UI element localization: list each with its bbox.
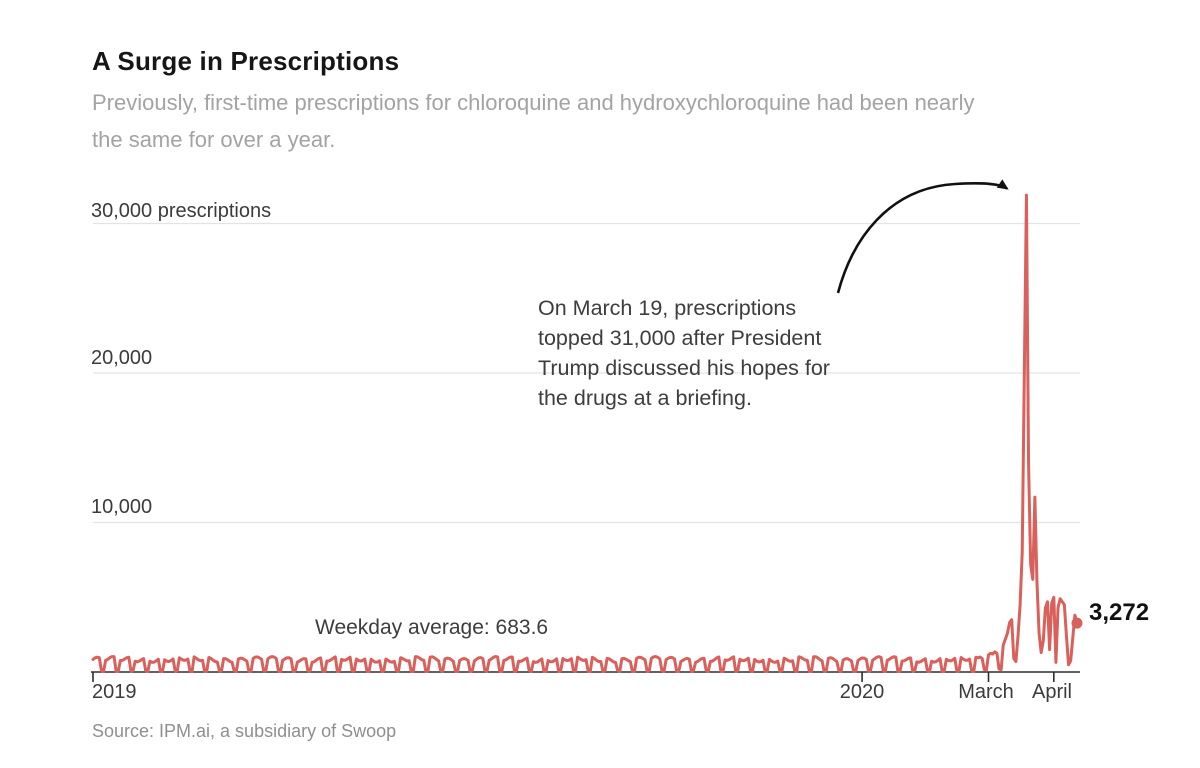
- annotation-line: the drugs at a briefing.: [538, 386, 752, 410]
- annotation-line: On March 19, prescriptions: [538, 296, 797, 320]
- x-axis: [91, 671, 1080, 682]
- x-axis-label-2019: 2019: [92, 681, 137, 703]
- chart-title: A Surge in Prescriptions: [92, 46, 400, 76]
- gridlines: [93, 222, 1080, 524]
- series-end-dot: [1071, 617, 1083, 629]
- x-axis-label-march: March: [958, 681, 1014, 703]
- weekday-average-label: Weekday average: 683.6: [315, 616, 549, 639]
- end-value-label: 3,272: [1089, 599, 1150, 626]
- y-axis-label-30000: 30,000 prescriptions: [91, 200, 272, 222]
- y-axis-label-10000: 10,000: [91, 496, 153, 518]
- prescriptions-line-series: [91, 193, 1079, 674]
- chart-subtitle-line-2: the same for over a year.: [92, 127, 336, 152]
- annotation-arrow-curve: [836, 179, 1009, 294]
- annotation-line: Trump discussed his hopes for: [538, 356, 830, 380]
- chart-subtitle-line-1: Previously, first-time prescriptions for…: [92, 90, 975, 115]
- y-axis-label-20000: 20,000: [91, 347, 153, 369]
- x-axis-label-april: April: [1031, 681, 1073, 703]
- source-credit: Source: IPM.ai, a subsidiary of Swoop: [92, 721, 397, 741]
- peak-annotation: On March 19, prescriptions topped 31,000…: [538, 293, 898, 413]
- x-axis-label-2020: 2020: [839, 681, 885, 703]
- annotation-line: topped 31,000 after President: [538, 326, 822, 350]
